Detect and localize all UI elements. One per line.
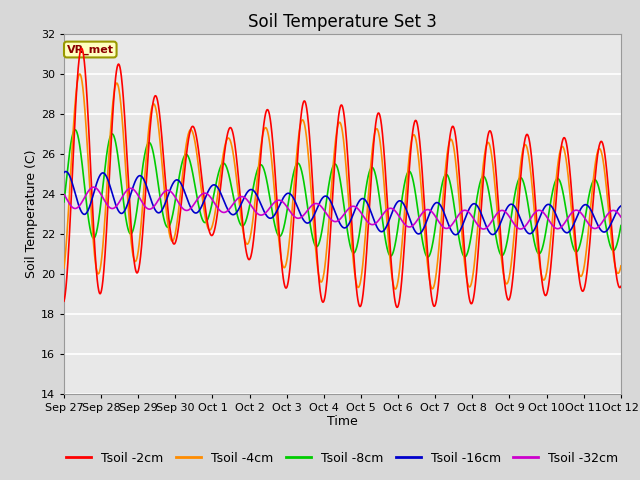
Title: Soil Temperature Set 3: Soil Temperature Set 3 <box>248 12 437 31</box>
Y-axis label: Soil Temperature (C): Soil Temperature (C) <box>25 149 38 278</box>
Legend: Tsoil -2cm, Tsoil -4cm, Tsoil -8cm, Tsoil -16cm, Tsoil -32cm: Tsoil -2cm, Tsoil -4cm, Tsoil -8cm, Tsoi… <box>61 447 623 469</box>
Text: VR_met: VR_met <box>67 44 114 55</box>
X-axis label: Time: Time <box>327 415 358 429</box>
